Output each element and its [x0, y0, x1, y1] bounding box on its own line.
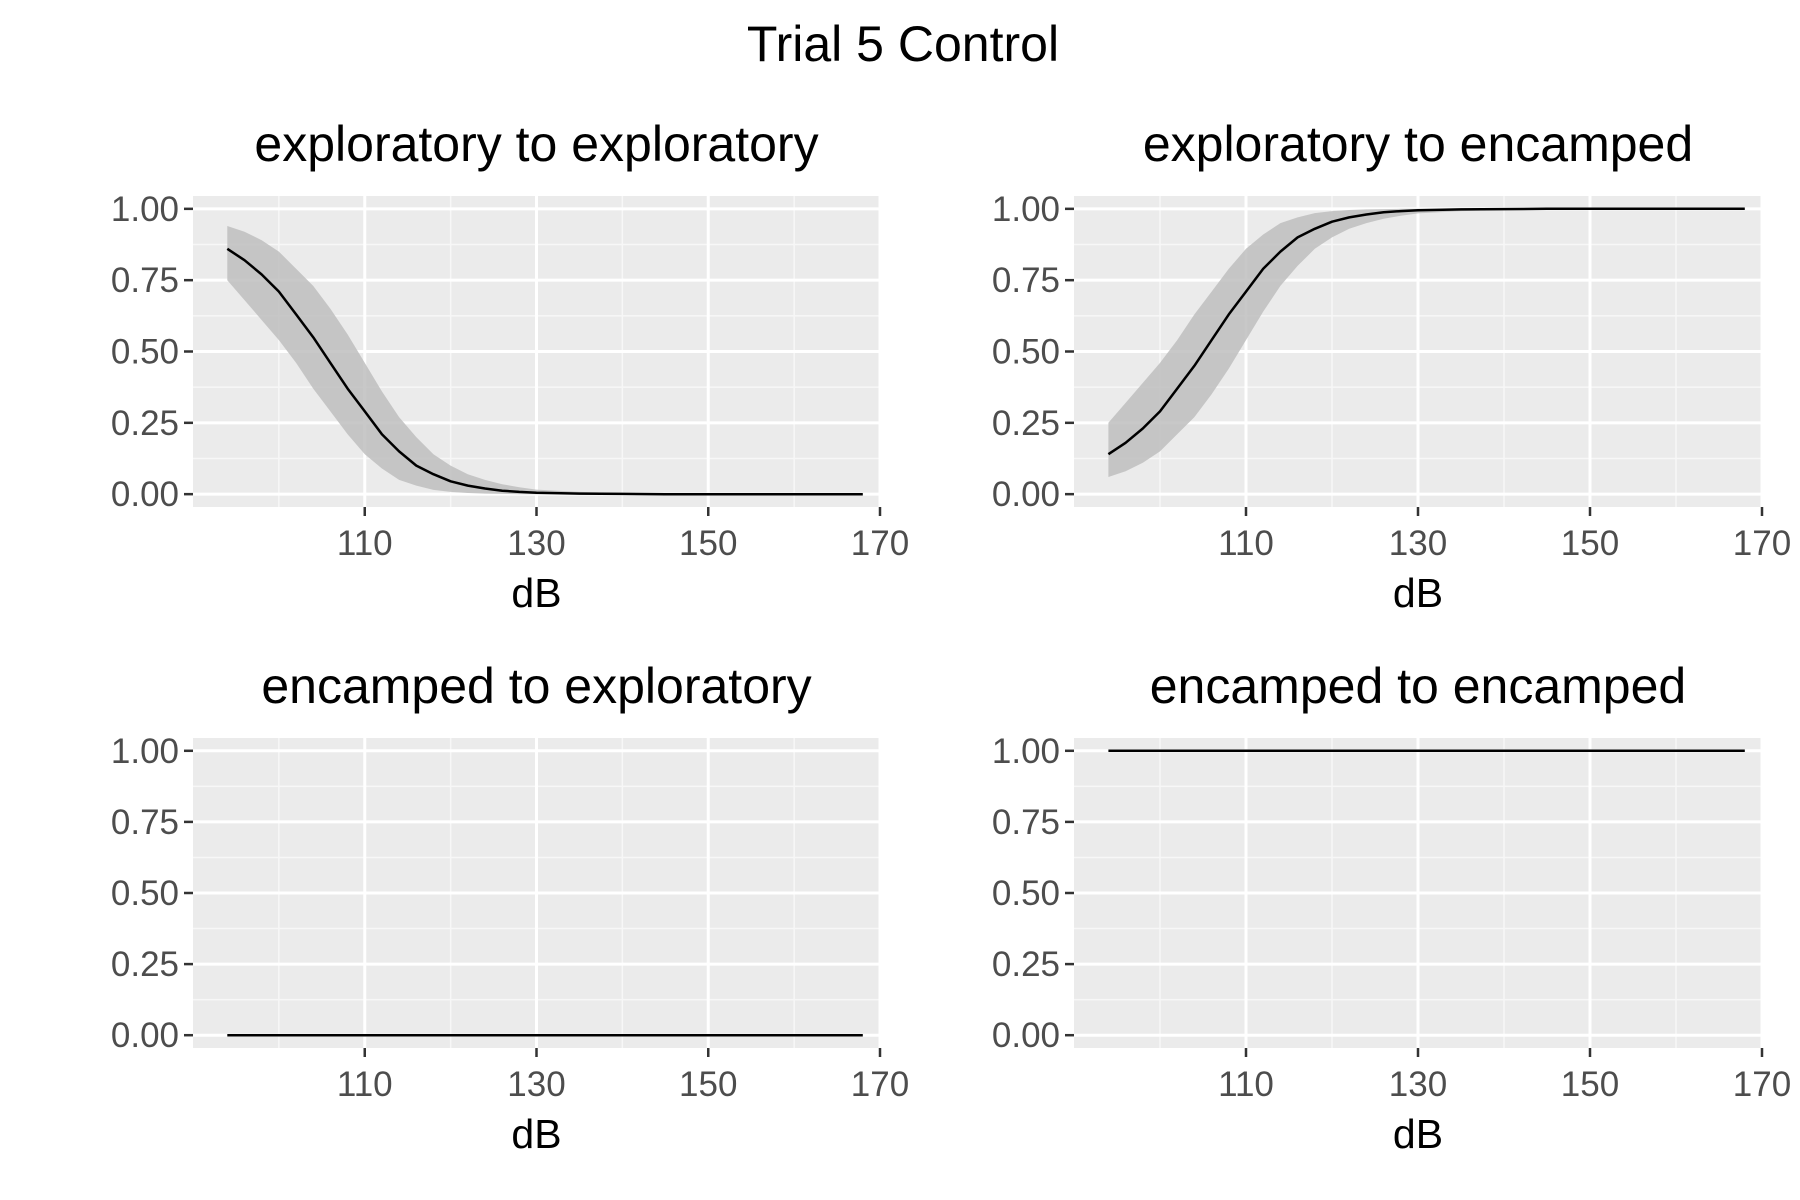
panel-title: encamped to exploratory: [261, 658, 811, 714]
x-tick-label: 150: [679, 524, 737, 563]
y-tick-label: 1.00: [992, 190, 1060, 229]
panels: 0.00 0.25 0.50 0.75 1.00 110 130 150 170 explorat…: [111, 116, 1791, 1157]
confidence-band: [227, 226, 863, 495]
y-tick-label: 0.25: [992, 945, 1060, 984]
y-tick-label: 0.50: [992, 333, 1060, 372]
y-tick-label: 0.50: [111, 874, 179, 913]
x-tick-label: 130: [1389, 1065, 1447, 1104]
series-line: [226, 247, 863, 496]
y-tick-label: 0.75: [111, 803, 179, 842]
x-tick-label: 110: [1218, 524, 1274, 563]
x-axis-label: dB: [1393, 1111, 1443, 1157]
x-axis-label: dB: [1393, 570, 1443, 616]
x-axis-label: dB: [511, 1111, 561, 1157]
y-tick-label: 0.75: [111, 261, 179, 300]
y-tick-label: 0.25: [111, 945, 179, 984]
x-tick-label: 170: [1733, 524, 1791, 563]
panel-2: 0.00 0.25 0.50 0.75 1.00 110 130 150 170 explorat…: [992, 116, 1791, 616]
x-tick-label: 110: [337, 1065, 393, 1104]
y-tick-label: 0.50: [111, 333, 179, 372]
x-tick-label: 110: [337, 524, 393, 563]
series-line: [1107, 207, 1745, 456]
y-tick-label: 0.00: [992, 1016, 1060, 1055]
x-tick-label: 130: [507, 524, 565, 563]
panel-title: exploratory to encamped: [1143, 116, 1693, 172]
x-tick-label: 170: [851, 1065, 909, 1104]
panel-title: encamped to encamped: [1150, 658, 1686, 714]
x-axis-label: dB: [511, 570, 561, 616]
panel-1: 0.00 0.25 0.50 0.75 1.00 110 130 150 170 explorat…: [111, 116, 909, 616]
y-tick-label: 0.25: [992, 404, 1060, 443]
y-tick-label: 0.50: [992, 874, 1060, 913]
y-tick-label: 0.25: [111, 404, 179, 443]
y-tick-label: 0.00: [111, 1016, 179, 1055]
y-tick-label: 1.00: [111, 732, 179, 771]
y-tick-label: 0.00: [111, 475, 179, 514]
panel-title: exploratory to exploratory: [254, 116, 818, 172]
x-tick-label: 130: [507, 1065, 565, 1104]
x-tick-label: 150: [679, 1065, 737, 1104]
x-tick-label: 150: [1561, 524, 1619, 563]
x-tick-label: 150: [1561, 1065, 1619, 1104]
x-tick-label: 170: [851, 524, 909, 563]
panel-4: 0.00 0.25 0.50 0.75 1.00 110 130 150 170 encamped…: [992, 658, 1791, 1157]
x-tick-label: 130: [1389, 524, 1447, 563]
panel-3: 0.00 0.25 0.50 0.75 1.00 110 130 150 170 encamped…: [111, 658, 909, 1157]
x-tick-label: 110: [1218, 1065, 1274, 1104]
confidence-band: [1108, 208, 1745, 478]
y-tick-label: 0.75: [992, 803, 1060, 842]
x-tick-label: 170: [1733, 1065, 1791, 1104]
y-tick-label: 1.00: [111, 190, 179, 229]
y-tick-label: 0.00: [992, 475, 1060, 514]
y-tick-label: 1.00: [992, 732, 1060, 771]
y-tick-label: 0.75: [992, 261, 1060, 300]
figure-title: Trial 5 Control: [747, 16, 1059, 72]
